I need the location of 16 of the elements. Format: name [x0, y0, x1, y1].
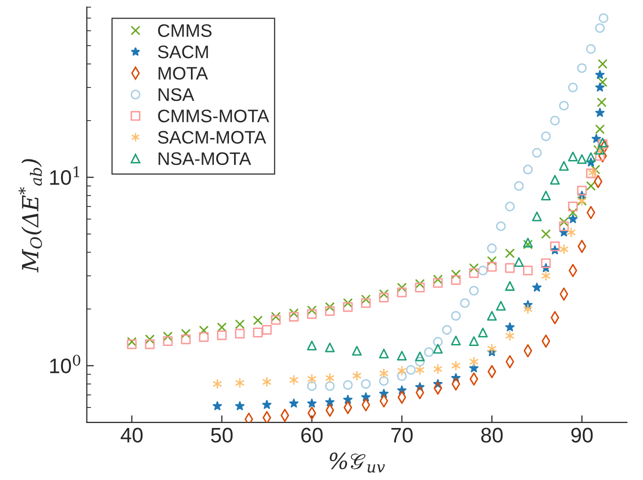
legend-label: MOTA [158, 66, 208, 80]
y-tick-label: 10$^{1}$ [50, 166, 80, 185]
x-tick-label: 50 [211, 428, 233, 443]
x-tick-label: 90 [571, 428, 593, 443]
y-tick-label: 10$^{0}$ [50, 354, 80, 374]
x-tick-label: 70 [391, 428, 413, 443]
y-axis-title: M$_{O}$(ΔE$^{*}$$_{ab}$) [18, 159, 42, 272]
x-tick-label: 80 [481, 428, 503, 443]
legend-label: CMMS [158, 24, 212, 37]
legend-label: NSA-MOTA [158, 152, 252, 166]
legend-label: CMMS-MOTA [158, 110, 270, 122]
x-tick-label: 60 [301, 428, 323, 443]
legend-label: SACM [158, 46, 208, 58]
x-axis-title: %𝒢$_{uv}$ [330, 452, 385, 473]
x-tick-label: 40 [120, 428, 143, 443]
legend-label: NSA [158, 88, 194, 102]
